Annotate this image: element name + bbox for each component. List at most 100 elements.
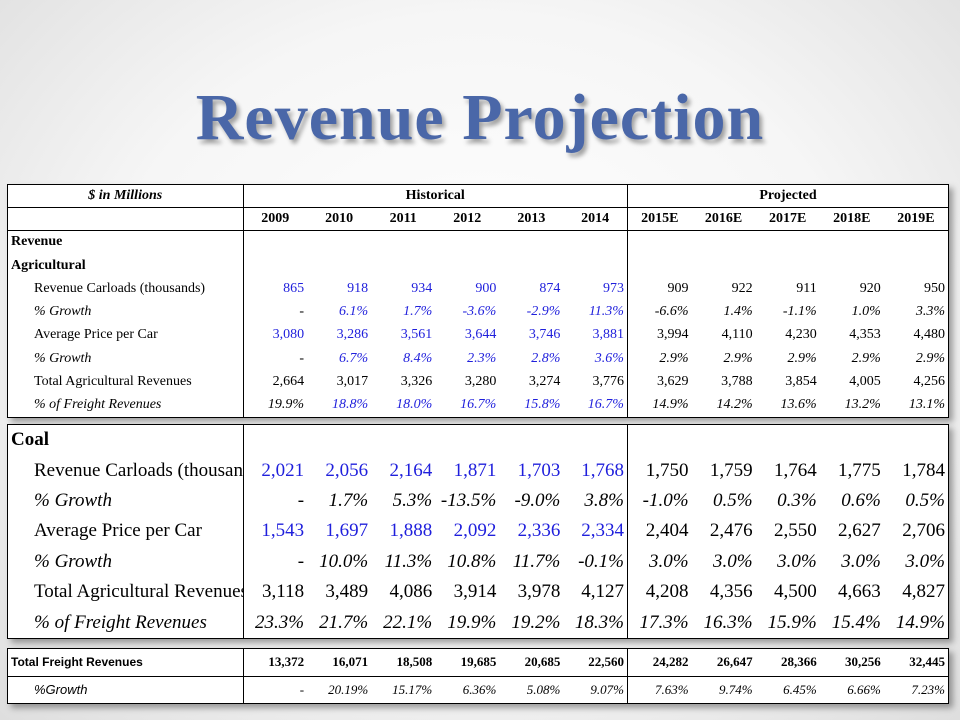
agricultural-table: $ in Millions Historical Projected 2009 2…	[8, 185, 948, 417]
value-cell: 1,775	[838, 459, 881, 481]
value-cell: 973	[602, 280, 624, 296]
value-cell: 3,788	[721, 374, 753, 390]
value-cell: 7.23%	[911, 681, 945, 697]
coal-section-label: Coal	[11, 429, 49, 451]
value-cell: 3,017	[336, 374, 369, 390]
coal-table-panel: Coal Revenue Carloads (thousands) 2,021 2,…	[7, 424, 949, 639]
value-cell: 4,230	[785, 327, 817, 343]
value-cell: 15.8%	[524, 397, 561, 413]
value-cell: 19.2%	[511, 611, 561, 633]
value-cell: 3,489	[325, 581, 369, 603]
value-cell: 1,784	[902, 459, 945, 481]
value-cell: 3,629	[626, 370, 692, 394]
value-cell: 18.3%	[574, 611, 624, 633]
value-cell: 2,021	[242, 455, 308, 486]
value-cell: 9.74%	[719, 681, 753, 697]
value-cell: 2,336	[517, 520, 561, 542]
value-cell: 2,550	[773, 520, 817, 542]
value-cell: 10.8%	[447, 550, 497, 572]
value-cell: 14.9%	[626, 393, 692, 417]
totals-table: Total Freight Revenues 13,372 16,071 18,508…	[8, 649, 948, 703]
row-label: %Growth	[34, 682, 88, 698]
table-row: Average Price per Car 1,543 1,697 1,888 2,09…	[8, 516, 948, 547]
value-cell: 6.45%	[783, 681, 817, 697]
value-cell: 3,746	[528, 327, 561, 343]
value-cell: 2,164	[389, 459, 433, 481]
value-cell: 4,480	[913, 327, 946, 343]
value-cell: 4,356	[709, 581, 753, 603]
value-cell: 4,127	[581, 581, 624, 603]
value-cell: 3,280	[464, 374, 497, 390]
row-label: % Growth	[34, 490, 112, 512]
units-label: $ in Millions	[88, 187, 163, 203]
table-row: Total Freight Revenues 13,372 16,071 18,508…	[8, 649, 948, 676]
year-header-2016e: 2016E	[704, 210, 743, 226]
row-label: Total Agricultural Revenues (m	[34, 581, 243, 603]
row-label: Total Freight Revenues	[11, 655, 143, 670]
year-header-2015e: 2015E	[626, 207, 692, 231]
value-cell: -2.9%	[526, 304, 561, 320]
value-cell: 3.0%	[626, 546, 692, 578]
value-cell: 11.3%	[588, 304, 624, 320]
value-cell: 1.0%	[851, 304, 881, 320]
value-cell: 934	[411, 280, 433, 296]
value-cell: 3,978	[517, 581, 561, 603]
value-cell: 1,764	[773, 459, 817, 481]
value-cell: 18.0%	[396, 397, 433, 413]
value-cell: 11.7%	[512, 550, 561, 572]
value-cell: 3,914	[453, 581, 497, 603]
value-cell: 874	[539, 280, 561, 296]
value-cell: 15.17%	[392, 681, 433, 697]
value-cell: 2,476	[709, 520, 753, 542]
row-label: Revenue Carloads (thousands)	[34, 459, 243, 481]
agricultural-table-panel: $ in Millions Historical Projected 2009 2…	[7, 184, 949, 418]
value-cell: 950	[924, 280, 945, 296]
value-cell: 1,871	[453, 459, 497, 481]
value-cell: 15.9%	[767, 611, 817, 633]
value-cell: 21.7%	[319, 611, 369, 633]
value-cell: 3.8%	[584, 490, 624, 512]
table-row: % of Freight Revenues 23.3% 21.7% 22.1% 19.9…	[8, 607, 948, 638]
value-cell: 2,092	[453, 520, 497, 542]
value-cell: -3.6%	[462, 304, 497, 320]
value-cell: 16.7%	[587, 397, 624, 413]
value-cell: 11.3%	[384, 550, 433, 572]
row-label: Average Price per Car	[34, 327, 158, 343]
table-row: % Growth -10.0% 11.3% 10.8% 11.7% -0.1% 3.0% 3.…	[8, 546, 948, 578]
value-cell: 2.9%	[915, 350, 945, 366]
value-cell: 3,118	[242, 577, 308, 608]
value-cell: 13.1%	[908, 397, 945, 413]
value-cell: 1,759	[709, 459, 753, 481]
value-cell: 865	[242, 277, 308, 301]
value-cell: 4,005	[849, 374, 881, 390]
row-label: % Growth	[34, 550, 112, 572]
projected-header: Projected	[626, 185, 948, 208]
value-cell: 2,334	[581, 520, 624, 542]
row-label: % of Freight Revenues	[34, 397, 162, 413]
table-row: Total Agricultural Revenues 2,664 3,017 3,3…	[8, 370, 948, 394]
value-cell: 922	[731, 280, 753, 296]
row-label: % Growth	[34, 350, 92, 366]
value-cell: -9.0%	[514, 490, 561, 512]
value-cell: 2,404	[626, 516, 692, 547]
value-cell: 0.5%	[905, 490, 945, 512]
value-cell: 2,664	[242, 370, 308, 394]
slide-title: Revenue Projection	[195, 81, 765, 154]
value-cell: 23.3%	[242, 607, 308, 638]
table-row: % Growth -1.7% 5.3% -13.5% -9.0% 3.8% -1.0% 0.5…	[8, 485, 948, 517]
value-cell: 13.6%	[780, 397, 817, 413]
value-cell: 4,353	[849, 327, 881, 343]
value-cell: -0.1%	[578, 550, 624, 572]
value-cell: 3,776	[592, 374, 624, 390]
value-cell: 3,994	[626, 323, 692, 348]
value-cell: -	[242, 676, 308, 703]
value-cell: 2,056	[325, 459, 369, 481]
year-header-2018e: 2018E	[833, 210, 871, 226]
revenue-section-label: Revenue	[11, 234, 63, 250]
value-cell: 3.0%	[713, 550, 753, 572]
table-row: % of Freight Revenues 19.9% 18.8% 18.0% 16.7…	[8, 393, 948, 417]
value-cell: 15.4%	[831, 611, 881, 633]
table-row: Average Price per Car 3,080 3,286 3,561 3,64…	[8, 323, 948, 348]
value-cell: 1.4%	[723, 304, 753, 320]
value-cell: 6.7%	[338, 350, 369, 366]
